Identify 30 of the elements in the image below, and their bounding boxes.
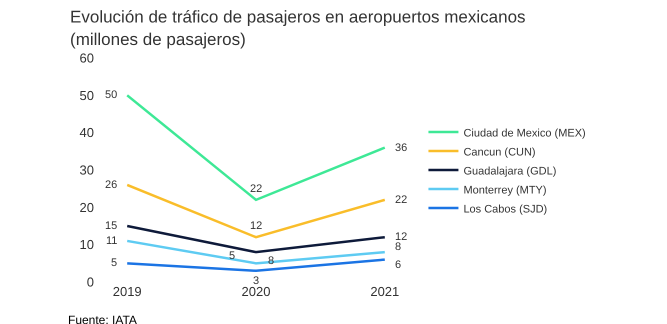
data-label: 26 [105,179,118,191]
data-label: 8 [395,241,402,253]
legend-label: Cancun (CUN) [463,146,536,158]
y-tick-label: 20 [80,200,94,215]
legend-label: Ciudad de Mexico (MEX) [463,127,586,140]
y-tick-label: 10 [80,237,94,252]
data-label: 50 [105,89,118,101]
data-label: 5 [111,257,118,269]
y-tick-label: 30 [80,162,94,178]
data-label: 22 [250,183,262,195]
data-label: 12 [395,231,408,243]
y-tick-label: 50 [80,88,94,103]
data-label: 15 [105,220,118,232]
data-label: 12 [250,220,262,232]
data-label: 36 [395,142,408,154]
data-label: 6 [395,259,402,271]
legend-label: Los Cabos (SJD) [463,203,548,216]
legend-label: Monterrey (MTY) [463,184,547,196]
source-note: Fuente: IATA [68,313,137,324]
y-tick-label: 60 [80,50,94,66]
data-label: 22 [395,194,408,206]
y-tick-label: 0 [86,274,94,290]
data-label: 3 [253,275,260,287]
y-tick-label: 40 [80,125,94,140]
data-label: 11 [106,235,118,247]
chart-title: Evolución de tráfico de pasajeros en aeropuertos mexicanos (millones de pasajeros) [70,8,526,49]
x-tick-label: 2021 [370,284,400,299]
x-tick-label: 2019 [112,284,142,299]
legend-label: Guadalajara (GDL) [463,165,556,178]
x-tick-label: 2020 [242,284,270,299]
